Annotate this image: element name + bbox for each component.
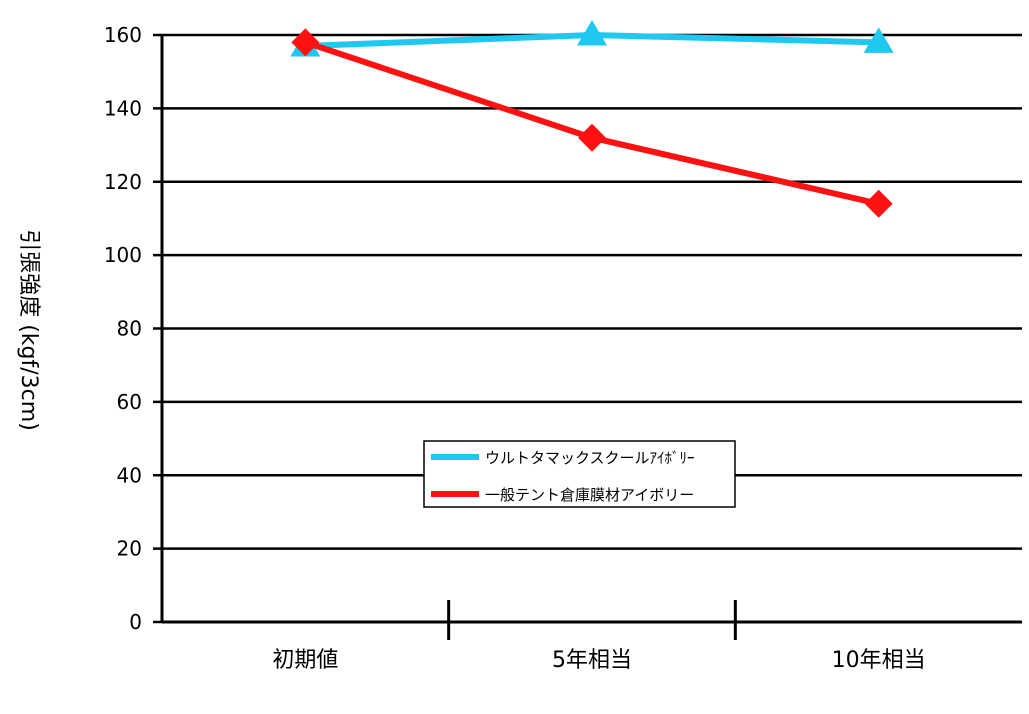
series-line: [304, 39, 880, 207]
data-point-diamond: [578, 123, 606, 152]
y-tick-label: 20: [117, 537, 142, 561]
y-tick-label: 80: [117, 317, 142, 341]
y-tick-label: 60: [117, 390, 142, 414]
series-group: [290, 20, 894, 218]
y-axis-label: 引張強度 (kgf/3cm): [16, 229, 41, 431]
data-point-diamond: [864, 189, 893, 218]
y-tick-label: 100: [104, 243, 142, 267]
legend-label-0: ウルトタマックスクールｱｲﾎﾞﾘｰ: [485, 449, 695, 467]
series-0: [290, 20, 894, 57]
grid-lines: [162, 33, 1022, 550]
legend-label-1: 一般テント倉庫膜材アイボリー: [485, 486, 694, 504]
x-category-label: 10年相当: [832, 648, 926, 673]
x-axis-categories: 初期値 5年相当 10年相当: [272, 648, 925, 673]
y-tick-label: 40: [117, 463, 142, 487]
y-tick-label: 120: [104, 170, 142, 194]
x-category-label: 初期値: [272, 648, 338, 673]
data-point-triangle: [863, 27, 894, 53]
x-category-label: 5年相当: [552, 648, 632, 673]
y-tick-label: 160: [104, 23, 142, 47]
data-point-triangle: [577, 20, 607, 46]
y-tick-label: 0: [129, 610, 142, 634]
legend: ウルトタマックスクールｱｲﾎﾞﾘｰ 一般テント倉庫膜材アイボリー: [423, 440, 736, 508]
series-1: [291, 28, 893, 218]
y-tick-label: 140: [104, 96, 142, 120]
data-point-diamond: [291, 28, 320, 57]
y-axis-ticks: 0 20 40 60 80 100 120 140 160: [104, 23, 162, 634]
